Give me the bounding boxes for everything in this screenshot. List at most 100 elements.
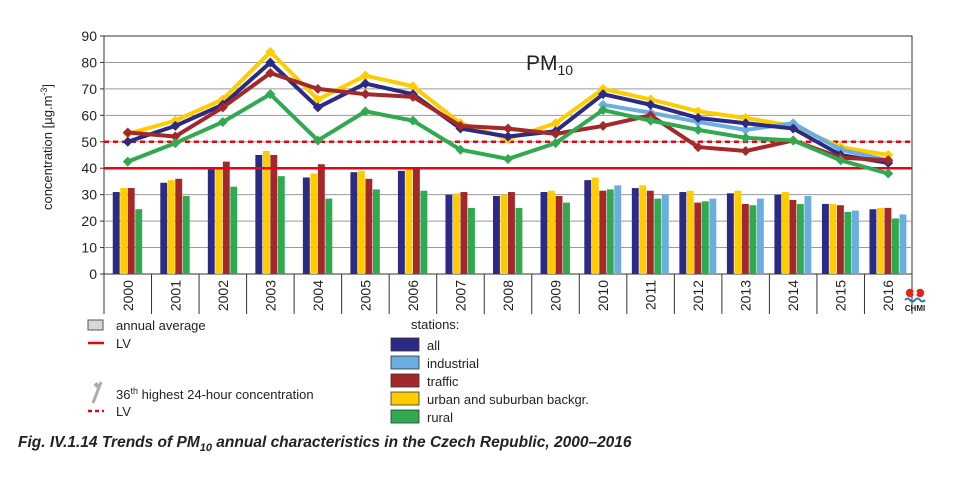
bar [420,190,428,274]
y-tick-label: 40 [81,160,97,176]
bar [694,202,702,274]
series-point [693,112,704,123]
bar [836,205,844,274]
bar [679,192,687,274]
figure-caption: Fig. IV.1.14 Trends of PM10 annual chara… [18,434,632,455]
pm10-chart: 0 10 20 30 40 50 60 70 80 90 2000 2001 2002 2003 2004 2… [39,28,926,425]
legend-lv-label: LV [116,336,131,351]
bar [167,180,175,274]
series-point [217,102,228,113]
x-tick-label: 2012 [690,280,706,311]
bar [397,170,405,274]
legend-swatch [390,355,420,370]
x-tick-label: 2004 [310,280,326,311]
series-point [740,132,751,143]
x-tick-label: 2002 [215,280,231,311]
bar [112,192,120,274]
bars [112,151,907,274]
bar [412,168,420,274]
series-point [170,138,181,149]
legend-stations-title: stations: [411,317,459,332]
bar [591,177,599,274]
bar [701,201,709,274]
series-point [645,94,656,105]
series-point [360,70,371,81]
legend-swatch [390,373,420,388]
series-point [265,68,276,79]
legend-swatch [390,391,420,406]
bar [891,218,899,274]
bar [844,211,852,274]
x-tick-label: 2016 [880,280,896,311]
bar [606,189,614,274]
x-tick-label: 2007 [452,280,468,311]
series-point [122,136,133,147]
series-point [265,89,276,100]
x-tick-label: 2001 [167,280,183,311]
series-point [645,115,656,126]
x-tick-label: 2015 [833,280,849,311]
y-tick-label: 10 [81,240,97,256]
series-point [312,102,323,113]
legend-highest: 36th highest 24-hour concentration LV [88,381,314,419]
bar [160,182,168,274]
bar [584,180,592,274]
bar [230,186,238,274]
limit-value-lines [104,140,912,170]
x-tick-label: 2014 [785,280,801,311]
bar [350,172,358,274]
bar [614,185,622,274]
x-tick-label: 2013 [738,280,754,311]
bar [325,198,333,274]
bar [804,195,812,274]
bar [127,188,135,274]
series-point [740,146,751,157]
legend-station-label: traffic [427,374,459,389]
bar [646,190,654,274]
bar [460,192,468,274]
x-tick-label: 2000 [120,280,136,311]
legend-swatch [390,409,420,424]
series-point [503,153,513,164]
bar [508,192,515,274]
x-tick-label: 2011 [643,280,659,310]
x-tick-label: 2008 [500,280,516,311]
series-point [217,116,228,127]
series-point [740,124,751,135]
series-point [455,144,466,155]
axes: 0 10 20 30 40 50 60 70 80 90 2000 2001 2002 2003 2004 2… [81,28,913,314]
bar [821,203,829,274]
x-tick-label: 2009 [548,280,564,311]
series-point [503,131,513,142]
series-point [360,78,371,89]
bar [789,199,797,274]
legend-station-label: all [427,338,440,353]
x-tick-label: 2010 [595,280,611,311]
bar [135,209,143,274]
trend-lines [122,46,894,179]
series-point [312,135,323,146]
chmi-logo: CHMI [904,288,926,313]
bar [709,198,717,274]
bar [207,169,215,274]
bar [467,207,475,274]
series-point [122,127,133,138]
bar [686,190,694,274]
series-point [170,131,181,142]
bar [781,192,789,274]
series-point [407,81,418,92]
bar [796,203,804,274]
bar [175,178,183,274]
y-tick-label: 80 [81,54,97,70]
x-tick-label: 2003 [262,280,278,311]
y-tick-label: 60 [81,107,97,123]
series-point [693,124,704,135]
bar [445,194,453,274]
bar [555,195,563,274]
series-point [407,91,418,102]
series-point [788,135,799,146]
series-point [883,150,894,160]
series-point [360,89,371,100]
bar [540,192,548,274]
series-point [312,83,323,94]
